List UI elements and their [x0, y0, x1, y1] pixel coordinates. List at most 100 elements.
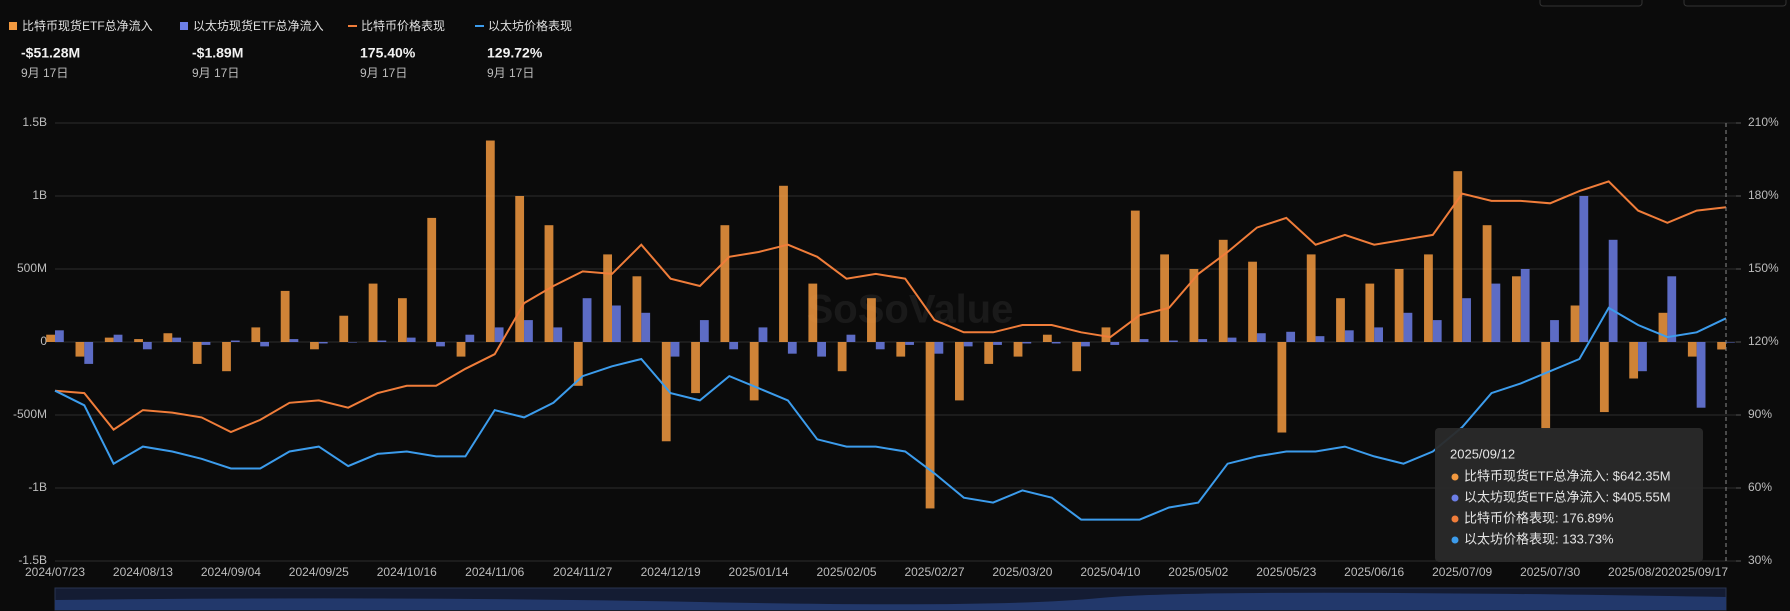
bar: [494, 327, 504, 342]
bar: [192, 342, 202, 364]
y-tick-label: -1.5B: [18, 553, 47, 567]
bar: [163, 333, 173, 342]
bar: [934, 342, 944, 354]
x-tick-label: 2025/02/27: [904, 565, 964, 579]
bar: [1658, 312, 1668, 342]
bar: [406, 337, 416, 342]
bar: [1374, 327, 1384, 342]
tooltip-dot: [1451, 494, 1459, 502]
summary-date: 9月 17日: [360, 66, 407, 80]
y2-tick-label: 210%: [1748, 115, 1779, 129]
line: [54, 180, 1727, 434]
summary-date: 9月 17日: [487, 66, 534, 80]
bar: [896, 342, 906, 357]
y2-tick-label: 150%: [1748, 261, 1779, 275]
bar: [1227, 337, 1237, 342]
bar: [691, 342, 700, 394]
bar: [104, 337, 114, 342]
bar: [1629, 342, 1639, 379]
bar: [1717, 342, 1726, 350]
bar: [280, 290, 290, 342]
bar: [817, 342, 827, 357]
bar: [524, 320, 533, 342]
bar: [699, 320, 709, 342]
bar: [1277, 342, 1287, 433]
bar: [1520, 269, 1530, 342]
bar: [787, 342, 797, 354]
bar: [368, 283, 378, 342]
bar: [544, 225, 554, 342]
bar: [963, 342, 973, 347]
bar: [1051, 342, 1061, 344]
bar: [808, 283, 818, 342]
bar: [875, 342, 885, 350]
bar: [1256, 333, 1266, 342]
x-tick-label: 2024/10/16: [377, 565, 437, 579]
summary-value: 175.40%: [360, 45, 416, 61]
bar: [1013, 342, 1023, 357]
bar: [75, 342, 85, 357]
bar: [1687, 342, 1697, 357]
bar: [456, 342, 466, 357]
bar: [1081, 342, 1090, 347]
x-tick-label: 2025/04/10: [1080, 565, 1140, 579]
bar: [632, 276, 642, 342]
bar: [867, 298, 876, 342]
y2-tick-label: 30%: [1748, 553, 1772, 567]
bar: [661, 342, 671, 442]
legend-swatch: [9, 22, 17, 30]
bar: [1315, 336, 1325, 342]
bar: [1608, 239, 1618, 342]
bar: [318, 342, 328, 344]
tooltip-dot: [1451, 473, 1459, 481]
bar: [222, 342, 231, 372]
bar: [201, 342, 211, 345]
summary-value: -$1.89M: [192, 45, 243, 61]
bar: [260, 342, 270, 347]
x-tick-label: 2025/01/14: [729, 565, 789, 579]
bar: [925, 342, 935, 509]
bar: [612, 305, 621, 342]
bar: [1189, 269, 1199, 342]
bar: [427, 217, 437, 342]
bar: [641, 312, 651, 342]
bar: [1696, 342, 1706, 408]
y2-tick-label: 180%: [1748, 188, 1779, 202]
bar: [993, 342, 1002, 345]
bar: [310, 342, 319, 350]
bar: [1667, 276, 1677, 342]
x-tick-label: 2024/08/13: [113, 565, 173, 579]
bar: [1022, 342, 1032, 344]
y-tick-label: -1B: [28, 480, 47, 494]
bar: [984, 342, 994, 364]
x-tick-label: 2025/05/02: [1168, 565, 1228, 579]
bar: [1570, 305, 1580, 342]
x-tick-label: 2025/09/17: [1668, 565, 1728, 579]
legend-label: 以太坊价格表现: [488, 18, 572, 33]
bar: [905, 342, 914, 345]
bar: [1110, 342, 1120, 345]
x-tick-label: 2025/03/20: [992, 565, 1052, 579]
x-tick-label: 2024/11/27: [553, 565, 612, 579]
y-tick-label: 0: [40, 334, 47, 348]
bar: [465, 334, 475, 342]
bar: [1550, 320, 1559, 342]
y-tick-label: -500M: [13, 407, 47, 421]
x-tick-label: 2024/11/06: [465, 565, 524, 579]
bar: [582, 298, 592, 342]
bar: [1198, 339, 1208, 342]
top-button[interactable]: [1539, 0, 1643, 7]
top-button[interactable]: [1683, 0, 1787, 7]
bar: [1072, 342, 1082, 372]
x-tick-label: 2025/05/23: [1256, 565, 1316, 579]
tooltip-line: 以太坊现货ETF总净流入: $405.55M: [1464, 489, 1671, 504]
summary-value: -$51.28M: [21, 45, 80, 61]
bar: [1160, 254, 1169, 342]
bar: [55, 330, 64, 342]
legend-label: 以太坊现货ETF总净流入: [193, 18, 324, 33]
tooltip-box: [1435, 428, 1703, 562]
bar: [1101, 327, 1111, 342]
bar: [1432, 320, 1442, 342]
bar: [46, 334, 55, 342]
